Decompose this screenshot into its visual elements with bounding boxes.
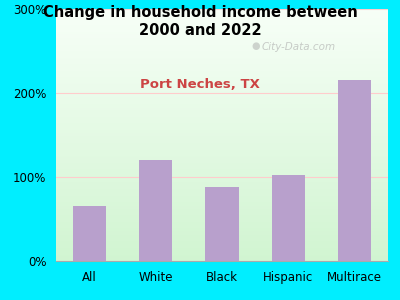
Text: Change in household income between
2000 and 2022: Change in household income between 2000 … — [43, 4, 357, 38]
Bar — [206, 187, 238, 261]
Bar — [139, 160, 172, 261]
Bar — [338, 80, 372, 261]
Bar — [272, 175, 305, 261]
Text: ●: ● — [251, 40, 260, 50]
Text: Port Neches, TX: Port Neches, TX — [140, 78, 260, 91]
Bar — [73, 206, 106, 261]
Text: City-Data.com: City-Data.com — [261, 42, 336, 52]
